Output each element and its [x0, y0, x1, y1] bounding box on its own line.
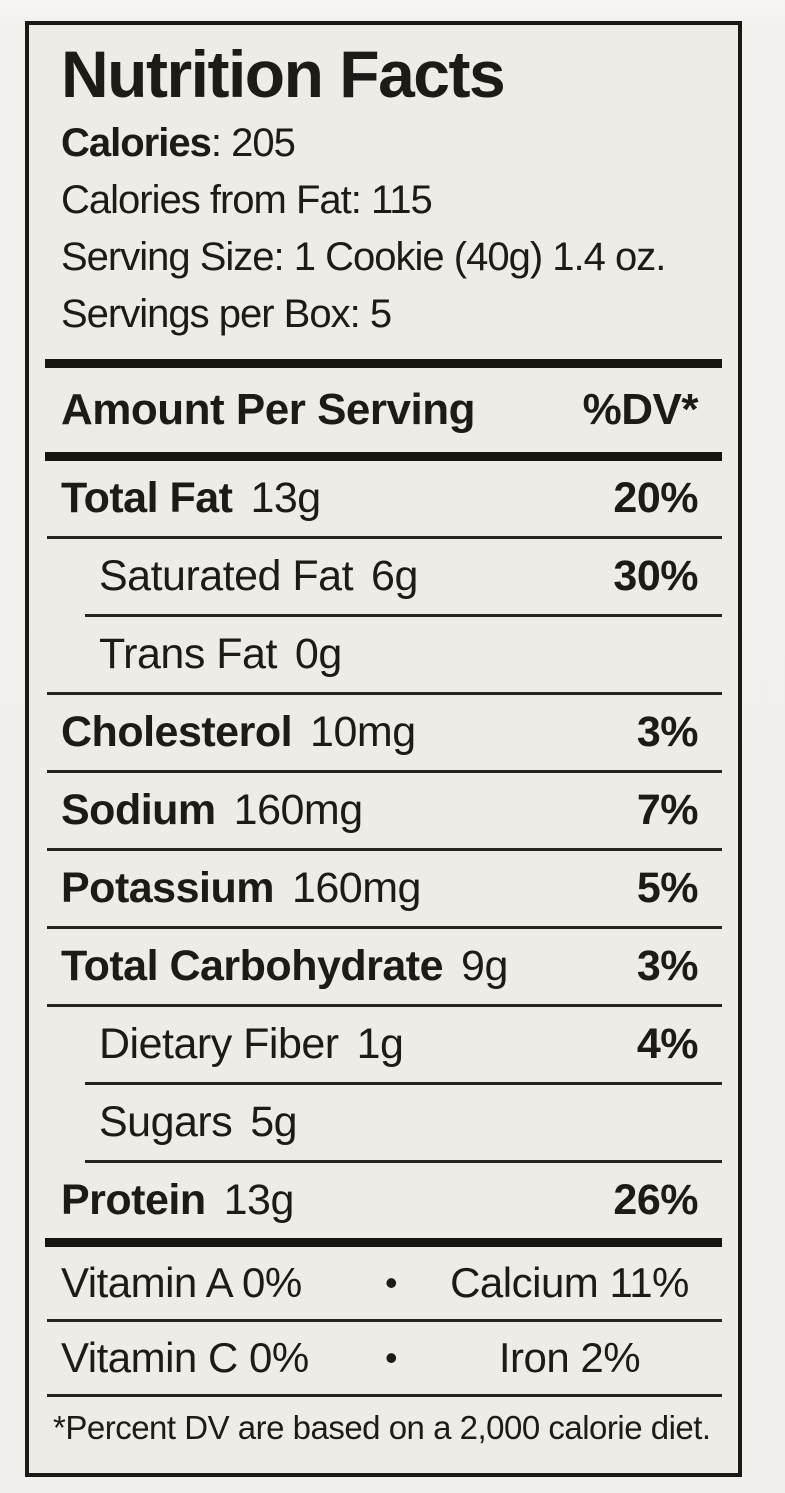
nutrient-row-total-carbohydrate: Total Carbohydrate 9g 3% [39, 929, 728, 1004]
separator [47, 536, 722, 539]
nutrient-name: Cholesterol [61, 708, 293, 756]
separator [85, 1160, 722, 1163]
nutrient-amount: 5g [250, 1098, 298, 1146]
bullet-separator: • [384, 1337, 398, 1378]
nutrient-name: Saturated Fat [99, 552, 354, 600]
nutrient-name: Sugars [99, 1098, 233, 1146]
nutrient-dv: 30% [613, 552, 698, 600]
calories-label: Calories [61, 121, 212, 165]
nutrient-amount: 13g [250, 474, 321, 522]
nutrient-dv: 3% [636, 708, 699, 756]
calcium-value: Calcium 11% [450, 1259, 689, 1306]
percent-dv-footnote: *Percent DV are based on a 2,000 calorie… [53, 1409, 711, 1446]
vitamin-row-a-calcium: Vitamin A 0% • Calcium 11% [39, 1247, 728, 1319]
nutrient-row-dietary-fiber: Dietary Fiber 1g 4% [39, 1007, 728, 1082]
nutrient-amount: 1g [356, 1020, 404, 1068]
nutrient-dv: 3% [636, 942, 699, 990]
nutrient-amount: 9g [461, 942, 508, 990]
bullet-separator: • [384, 1262, 398, 1303]
nutrient-dv: 26% [613, 1176, 698, 1224]
column-header-row: Amount Per Serving %DV* [39, 368, 728, 452]
separator [47, 848, 722, 851]
nutrient-row-sugars: Sugars 5g [39, 1085, 728, 1160]
thick-divider [45, 1238, 722, 1247]
nutrient-dv: 5% [636, 864, 699, 912]
calories-value: : 205 [210, 121, 296, 165]
nutrient-row-cholesterol: Cholesterol 10mg 3% [39, 695, 728, 770]
label-title: Nutrition Facts [61, 37, 506, 111]
separator [47, 1004, 722, 1007]
separator [47, 1319, 722, 1322]
nutrient-row-total-fat: Total Fat 13g 20% [39, 461, 728, 536]
nutrient-name: Total Fat [61, 474, 233, 522]
nutrient-amount: 10mg [310, 708, 416, 756]
separator [85, 614, 722, 617]
nutrient-dv: 20% [613, 474, 698, 522]
nutrition-facts-label: Nutrition Facts Calories: 205 Calories f… [25, 21, 742, 1477]
vitamin-a-value: Vitamin A 0% [61, 1259, 302, 1306]
serving-size-line: Serving Size: 1 Cookie (40g) 1.4 oz. [61, 235, 666, 279]
calories-line: Calories: 205 [61, 115, 728, 172]
nutrient-dv: 7% [636, 786, 699, 834]
nutrient-row-potassium: Potassium 160mg 5% [39, 851, 728, 926]
vitamin-c-value: Vitamin C 0% [61, 1334, 309, 1381]
separator [47, 692, 722, 695]
nutrient-amount: 160mg [233, 786, 363, 834]
nutrient-amount: 13g [223, 1176, 295, 1224]
separator [85, 1082, 722, 1085]
nutrient-row-sodium: Sodium 160mg 7% [39, 773, 728, 848]
dv-header: %DV* [582, 385, 699, 434]
calories-from-fat-line: Calories from Fat: 115 [61, 178, 433, 222]
nutrient-dv: 4% [636, 1020, 699, 1068]
servings-per-box-line: Servings per Box: 5 [61, 292, 392, 336]
summary-block: Calories: 205 Calories from Fat: 115 Ser… [39, 115, 728, 343]
nutrient-amount: 160mg [291, 864, 421, 912]
nutrient-row-protein: Protein 13g 26% [39, 1163, 728, 1238]
amount-per-serving-header: Amount Per Serving [61, 385, 475, 434]
iron-value: Iron 2% [498, 1334, 641, 1381]
nutrient-row-saturated-fat: Saturated Fat 6g 30% [39, 539, 728, 614]
nutrient-amount: 0g [294, 630, 342, 678]
thick-divider [45, 359, 722, 368]
separator [47, 1394, 722, 1397]
nutrient-name: Total Carbohydrate [61, 942, 444, 990]
separator [47, 926, 722, 929]
nutrient-name: Dietary Fiber [99, 1020, 339, 1068]
separator [47, 770, 722, 773]
nutrient-amount: 6g [371, 552, 418, 600]
thick-divider [45, 452, 722, 461]
nutrient-name: Trans Fat [99, 630, 277, 678]
nutrient-name: Potassium [61, 864, 274, 912]
nutrient-name: Sodium [61, 786, 216, 834]
nutrient-name: Protein [61, 1176, 206, 1224]
nutrient-row-trans-fat: Trans Fat 0g [39, 617, 728, 692]
vitamin-row-c-iron: Vitamin C 0% • Iron 2% [39, 1322, 728, 1394]
